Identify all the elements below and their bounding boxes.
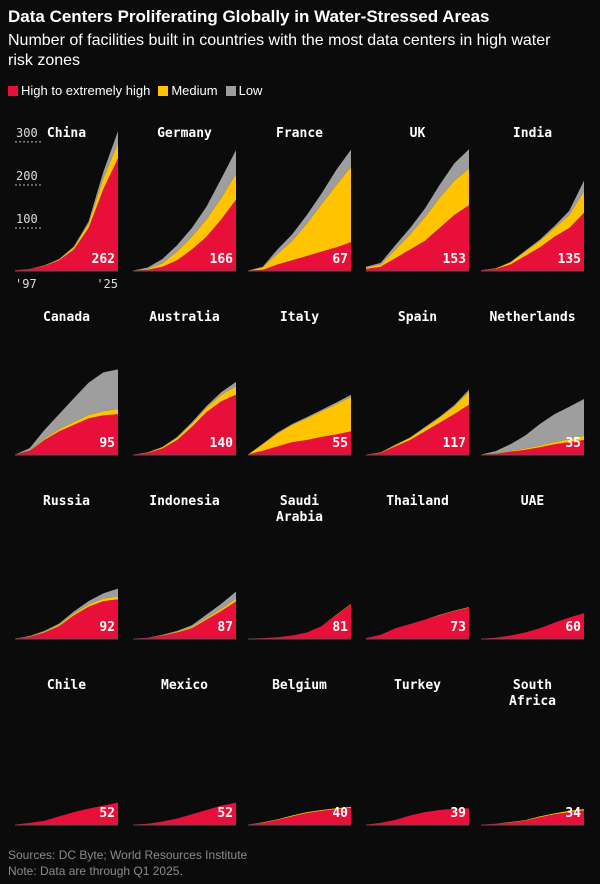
data-label: 117 [443,436,466,451]
panel-title: Australia [149,310,220,325]
data-label: 95 [99,436,115,451]
x-tick-label: '97 [15,277,37,291]
area [15,369,118,455]
area [481,191,584,271]
x-tick-label: '25 [96,277,118,291]
area [366,205,469,271]
area [15,414,118,455]
panel-title: Netherlands [489,310,576,325]
note: Note: Data are through Q1 2025. [8,864,183,878]
area [366,404,469,455]
area [133,386,236,455]
data-label: 81 [332,620,348,635]
legend-item: Low [225,83,263,98]
data-label: 73 [450,620,466,635]
panel-title: South Africa [509,678,556,709]
area [248,396,351,455]
panel-title: Russia [43,494,90,509]
panel-title: Italy [279,310,320,325]
area [15,588,118,639]
area [15,408,118,455]
data-label: 55 [332,436,348,451]
area [133,802,236,825]
data-label: 153 [443,252,466,267]
area [481,439,584,455]
y-tick-label: 100 [16,212,38,226]
area [248,242,351,271]
area [133,394,236,455]
area [481,399,584,455]
area [481,809,584,825]
data-label: 262 [92,252,115,267]
y-tick-label: 300 [16,126,38,140]
area [133,591,236,639]
legend-label: Medium [171,83,218,98]
area [248,166,351,271]
panel-title: China [46,126,87,141]
data-label: 39 [450,806,466,821]
data-label: 35 [565,436,581,451]
legend: High to extremely high Medium Low [8,83,262,98]
data-label: 52 [217,806,233,821]
data-label: 140 [210,436,234,451]
chart-subtitle: Number of facilities built in countries … [8,32,551,69]
legend-label: Low [238,83,263,98]
panel-title: UAE [520,494,545,509]
area [15,599,118,639]
panel-title: Chile [46,678,87,693]
data-label: 40 [332,806,348,821]
panel-title: Belgium [272,678,327,693]
area [133,173,236,271]
panel-title: Indonesia [149,494,220,509]
area [248,604,351,639]
area [15,802,118,825]
area [133,601,236,639]
data-label: 67 [332,252,348,267]
area [366,808,469,825]
area [481,810,584,825]
area [248,431,351,455]
legend-label: High to extremely high [21,83,151,98]
legend-item: High to extremely high [8,83,150,98]
panel-title: Mexico [161,678,208,693]
data-label: 60 [565,620,581,635]
data-label: 92 [99,620,115,635]
legend-swatch [8,85,18,96]
data-label: 34 [565,806,581,821]
area [248,394,351,455]
area [248,807,351,825]
legend-swatch [225,85,236,96]
y-tick-label: 200 [16,169,38,183]
data-label: 166 [210,252,234,267]
panel-title: France [276,126,323,141]
area [366,168,469,269]
data-label: 87 [217,620,233,635]
area [481,613,584,639]
sources: Sources: DC Byte; World Resources Instit… [8,848,248,862]
area [133,381,236,455]
data-label: 135 [558,252,581,267]
panel-title: India [512,126,553,141]
panel-title: Canada [43,310,90,325]
panel-title: Turkey [394,678,441,693]
panel-title: UK [409,126,426,141]
area [15,158,118,271]
legend-swatch [158,85,169,96]
panel-title: Saudi Arabia [276,494,323,525]
area [366,607,469,639]
area [366,149,469,268]
legend-item: Medium [158,83,218,98]
area [133,199,236,271]
area [481,212,584,271]
panel-title: Thailand [386,494,449,509]
data-label: 52 [99,806,115,821]
panel-title: Spain [397,310,438,325]
chart-title: Data Centers Proliferating Globally in W… [8,7,490,26]
panel-title: Germany [157,126,212,141]
